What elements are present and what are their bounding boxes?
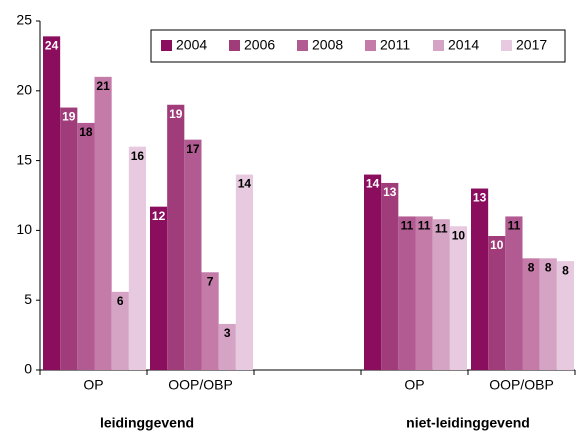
value-label: 24 — [45, 39, 59, 53]
group-label: niet-leidinggevend — [406, 415, 530, 431]
bar — [449, 226, 467, 370]
value-label: 3 — [224, 326, 231, 340]
y-tick-label: 15 — [16, 151, 32, 167]
bar — [218, 323, 236, 370]
y-tick-label: 20 — [16, 82, 32, 98]
value-label: 8 — [545, 260, 552, 274]
legend-label: 2006 — [244, 37, 275, 53]
bar — [235, 174, 253, 370]
bar — [415, 216, 433, 370]
value-label: 14 — [366, 177, 380, 191]
x-tick-label: OP — [404, 377, 424, 393]
x-tick-label: OOP/OBP — [489, 377, 554, 393]
value-label: 19 — [62, 110, 76, 124]
bar — [432, 219, 450, 370]
bar — [43, 36, 61, 371]
y-tick-label: 25 — [16, 12, 32, 28]
value-label: 11 — [508, 219, 521, 233]
legend-swatch — [161, 40, 172, 51]
value-label: 16 — [131, 149, 145, 163]
value-label: 18 — [79, 125, 93, 139]
value-label: 10 — [490, 238, 504, 252]
legend-swatch — [297, 40, 308, 51]
bar — [128, 146, 146, 370]
group-label: leidinggevend — [100, 415, 194, 431]
bar — [556, 261, 574, 370]
bar — [60, 107, 78, 370]
x-tick-label: OP — [83, 377, 103, 393]
bar — [150, 206, 168, 370]
bar — [398, 216, 416, 370]
value-label: 21 — [96, 79, 110, 93]
bar — [505, 216, 523, 370]
legend-label: 2011 — [380, 37, 410, 53]
bar — [167, 104, 185, 370]
legend-label: 2004 — [176, 37, 207, 53]
value-label: 17 — [186, 142, 200, 156]
y-tick-label: 10 — [16, 221, 32, 237]
y-tick-label: 5 — [24, 291, 32, 307]
bar — [94, 76, 112, 370]
legend-swatch — [501, 40, 512, 51]
value-label: 10 — [452, 228, 466, 242]
bar — [381, 182, 399, 370]
y-tick-label: 0 — [24, 361, 32, 377]
value-label: 14 — [238, 177, 252, 191]
legend — [150, 29, 566, 63]
value-label: 11 — [435, 221, 448, 235]
bar — [201, 272, 219, 370]
bar — [364, 174, 382, 370]
legend-label: 2008 — [312, 37, 343, 53]
value-label: 19 — [169, 107, 183, 121]
bar — [522, 258, 540, 370]
bar — [488, 235, 506, 370]
value-label: 12 — [152, 209, 166, 223]
legend-swatch — [229, 40, 240, 51]
legend-swatch — [365, 40, 376, 51]
legend-swatch — [433, 40, 444, 51]
value-label: 6 — [117, 294, 124, 308]
value-label: 8 — [528, 260, 535, 274]
bar — [77, 122, 95, 371]
bar — [471, 188, 489, 370]
value-label: 11 — [418, 219, 431, 233]
legend-label: 2014 — [448, 37, 479, 53]
x-tick-label: OOP/OBP — [168, 377, 233, 393]
value-label: 7 — [207, 274, 214, 288]
value-label: 8 — [562, 263, 569, 277]
legend-label: 2017 — [516, 37, 547, 53]
bar — [539, 258, 557, 370]
bar — [111, 291, 129, 370]
value-label: 13 — [473, 191, 487, 205]
value-label: 11 — [401, 219, 414, 233]
bar — [184, 139, 202, 370]
value-label: 13 — [383, 185, 397, 199]
